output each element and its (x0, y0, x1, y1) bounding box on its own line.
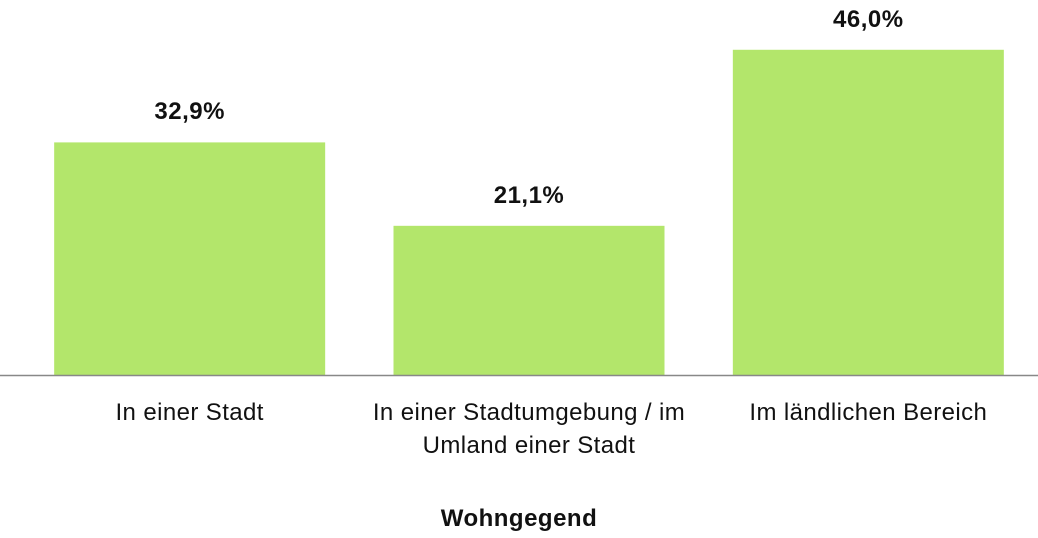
x-axis-title: Wohngegend (440, 505, 598, 532)
value-label: 32,9% (154, 98, 225, 126)
bar (393, 225, 665, 375)
x-tick-label: In einer Stadtumgebung / im Umland einer… (372, 399, 686, 459)
x-tick-label: Im ländlichen Bereich (749, 399, 988, 426)
value-label: 21,1% (493, 181, 565, 209)
x-tick-label: In einer Stadt (115, 399, 264, 426)
bar (54, 142, 326, 375)
bar (732, 49, 1004, 375)
value-label: 46,0% (833, 5, 904, 33)
